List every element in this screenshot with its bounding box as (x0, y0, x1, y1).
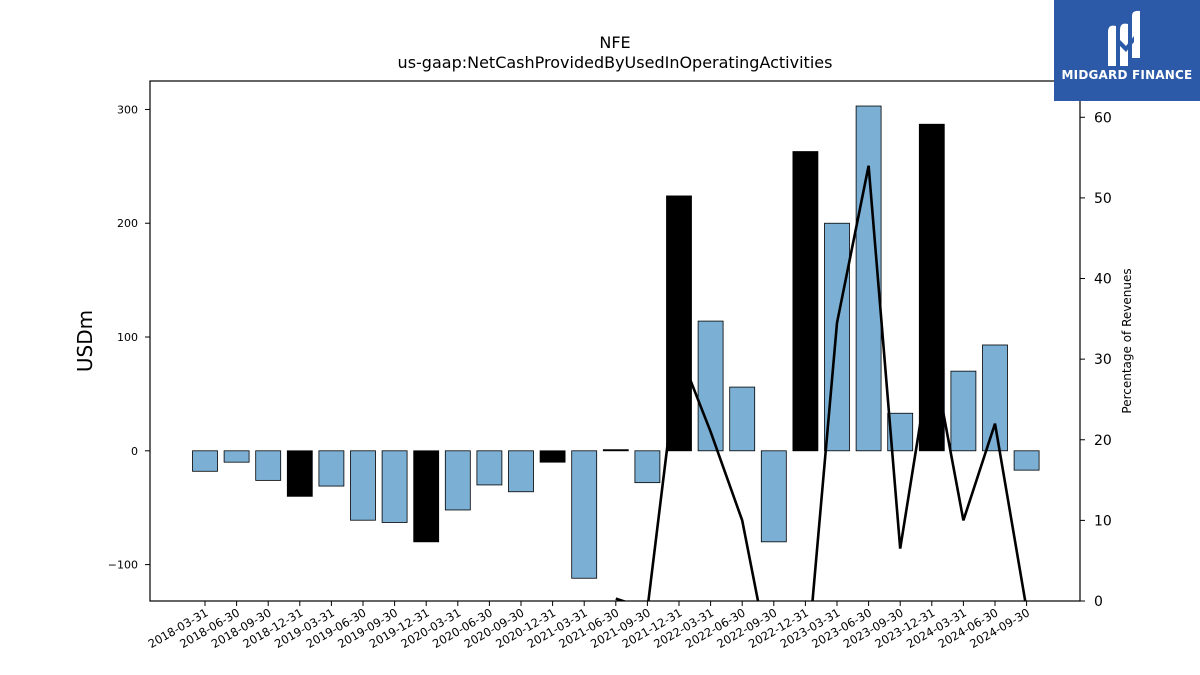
chart-subtitle: us-gaap:NetCashProvidedByUsedInOperating… (398, 53, 833, 72)
right-tick-label: 50 (1094, 191, 1112, 207)
line-layer (615, 165, 1027, 601)
right-tick-label: 30 (1094, 352, 1112, 368)
plot-frame (149, 80, 1081, 602)
bar-2021-12-31 (666, 195, 692, 452)
bar-2022-06-30 (729, 386, 756, 452)
left-axis: −100 0 100 200 300 (108, 103, 150, 572)
x-axis: 2018-03-312018-06-302018-09-302018-12-31… (146, 601, 1032, 651)
bar-2020-12-31 (539, 450, 566, 463)
right-tick-label: 20 (1094, 433, 1112, 449)
midgard-finance-logo: MIDGARD FINANCE (1054, 0, 1200, 101)
left-tick-label: 100 (117, 331, 138, 344)
bar-2020-06-30 (476, 450, 503, 486)
bar-2021-09-30 (634, 450, 661, 484)
bar-2019-12-31 (413, 450, 440, 543)
percentage-line (615, 165, 1027, 601)
bar-2020-03-31 (444, 450, 471, 511)
bar-2024-03-31 (950, 370, 977, 452)
logo-text: MIDGARD FINANCE (1061, 68, 1193, 82)
bar-2024-06-30 (982, 344, 1008, 452)
right-tick-label: 60 (1094, 110, 1112, 126)
bar-2024-09-30 (1013, 450, 1040, 471)
bar-2018-03-31 (192, 450, 218, 472)
y2-axis-label: Percentage of Revenues (1120, 268, 1134, 413)
right-axis: 0 10 20 30 40 50 60 (1080, 110, 1112, 610)
bar-2018-12-31 (286, 450, 313, 497)
left-tick-label: 200 (117, 217, 138, 230)
bar-2021-06-30 (602, 449, 629, 452)
left-tick-label: −100 (108, 559, 138, 572)
right-tick-label: 40 (1094, 272, 1112, 288)
bar-2022-09-30 (760, 450, 787, 543)
left-tick-label: 300 (117, 103, 138, 116)
right-tick-label: 10 (1094, 513, 1112, 529)
bar-2019-06-30 (350, 450, 376, 521)
midgard-m-icon (1108, 10, 1140, 67)
bar-2021-03-31 (571, 450, 598, 579)
bar-2020-09-30 (508, 450, 534, 493)
bar-2019-03-31 (318, 450, 345, 487)
chart-title: NFE (599, 33, 630, 52)
bar-2019-09-30 (381, 450, 408, 523)
bars-layer (192, 105, 1040, 579)
bar-2018-09-30 (255, 450, 282, 481)
right-tick-label: 0 (1094, 594, 1103, 610)
bar-2022-12-31 (792, 151, 819, 452)
left-tick-label: 0 (131, 445, 138, 458)
y-axis-label: USDm (73, 310, 97, 372)
bar-2018-06-30 (223, 450, 250, 463)
